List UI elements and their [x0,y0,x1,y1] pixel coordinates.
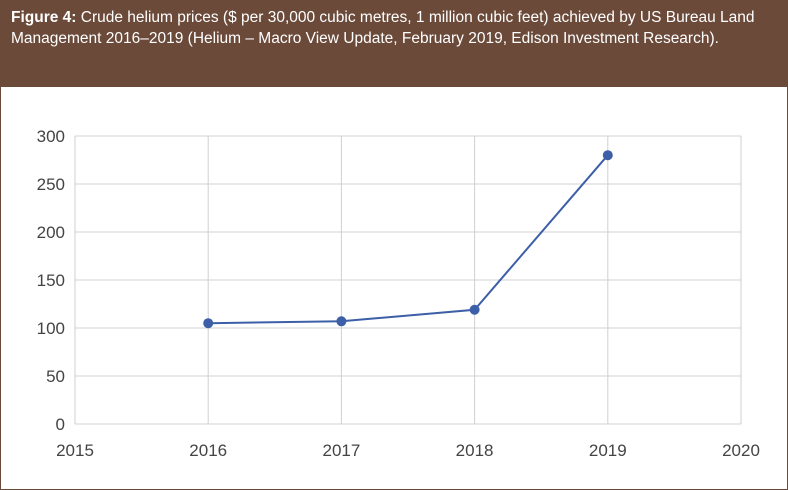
x-tick-label-2017: 2017 [322,441,360,460]
data-point-2016 [203,318,214,329]
y-tick-label-250: 250 [37,175,65,194]
data-point-2017 [336,316,347,327]
figure-caption: Figure 4: Crude helium prices ($ per 30,… [1,1,787,87]
y-axis-labels: 0 50 100 150 200 250 300 [37,127,65,434]
caption-text: Crude helium prices ($ per 30,000 cubic … [11,9,755,47]
x-tick-label-2019: 2019 [589,441,627,460]
x-tick-label-2018: 2018 [456,441,494,460]
figure-label: Figure 4: [11,9,77,26]
x-tick-label-2015: 2015 [56,441,94,460]
y-tick-label-150: 150 [37,271,65,290]
series-line-0 [208,154,609,325]
y-tick-label-50: 50 [46,367,65,386]
y-tick-label-0: 0 [56,415,65,434]
data-point-2018 [469,304,480,315]
series-group [203,150,613,329]
grid-lines [74,135,742,425]
y-tick-label-200: 200 [37,223,65,242]
x-axis-labels: 2015 2016 2017 2018 2019 2020 [56,441,760,460]
data-point-2019 [602,150,613,161]
x-tick-label-2016: 2016 [189,441,227,460]
y-tick-label-100: 100 [37,319,65,338]
x-tick-label-2020: 2020 [722,441,760,460]
y-tick-label-300: 300 [37,127,65,146]
